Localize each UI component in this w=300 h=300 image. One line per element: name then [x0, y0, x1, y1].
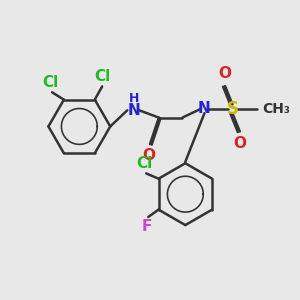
Text: N: N: [198, 101, 211, 116]
Text: S: S: [226, 100, 238, 118]
Text: Cl: Cl: [43, 75, 59, 90]
Text: O: O: [233, 136, 246, 151]
Text: N: N: [128, 103, 140, 118]
Text: Cl: Cl: [136, 156, 153, 171]
Text: H: H: [129, 92, 139, 105]
Text: CH₃: CH₃: [262, 102, 290, 116]
Text: O: O: [219, 66, 232, 81]
Text: O: O: [142, 148, 155, 163]
Text: Cl: Cl: [94, 69, 110, 84]
Text: F: F: [142, 219, 152, 234]
